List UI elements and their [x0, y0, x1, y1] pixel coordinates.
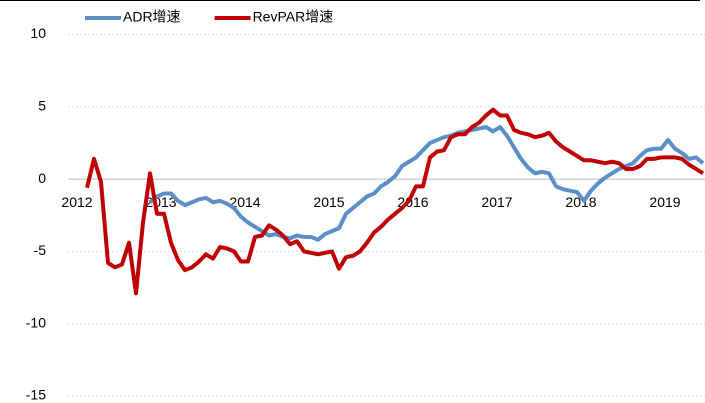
x-tick-label: 2012 [61, 194, 92, 210]
x-tick-label: 2018 [565, 194, 596, 210]
x-tick-label: 2019 [649, 194, 680, 210]
y-tick-label: -5 [34, 242, 47, 258]
legend-label: ADR增速 [123, 9, 181, 25]
y-tick-label: 10 [30, 25, 46, 41]
series-line [85, 107, 705, 296]
x-tick-label: 2017 [481, 194, 512, 210]
y-tick-label: 5 [38, 98, 46, 114]
series-line [148, 125, 705, 242]
x-tick-label: 2015 [313, 194, 344, 210]
y-tick-label: 0 [38, 170, 46, 186]
legend-label: RevPAR增速 [253, 9, 334, 25]
y-tick-label: -15 [26, 387, 46, 403]
x-tick-label: 2014 [229, 194, 260, 210]
y-tick-label: -10 [26, 314, 46, 330]
